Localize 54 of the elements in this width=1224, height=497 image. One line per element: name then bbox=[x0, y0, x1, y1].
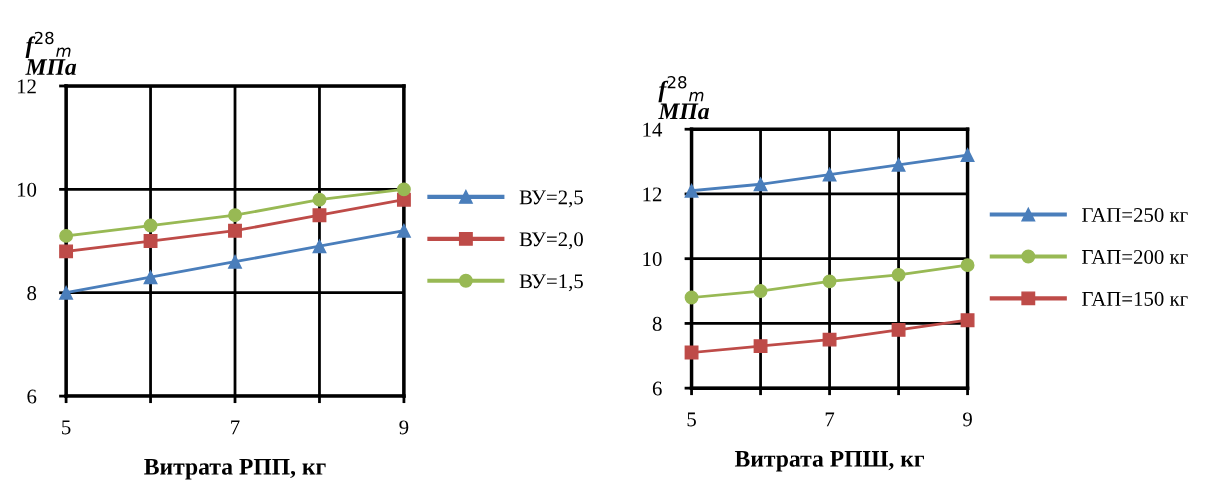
legend-label: ВУ=2,0 bbox=[519, 232, 583, 250]
y-tick-label: 6 bbox=[27, 389, 37, 404]
point bbox=[143, 270, 158, 285]
y-tick-label: 10 bbox=[643, 252, 662, 267]
point bbox=[822, 332, 837, 347]
point bbox=[684, 183, 699, 198]
point bbox=[960, 148, 975, 163]
point bbox=[59, 244, 74, 259]
point bbox=[960, 313, 975, 328]
x-tick-label: 9 bbox=[963, 412, 972, 427]
point bbox=[684, 290, 699, 305]
point bbox=[143, 234, 158, 248]
legend-label: ГАП=150 кг bbox=[1082, 291, 1188, 306]
point bbox=[59, 285, 74, 300]
point bbox=[312, 208, 327, 223]
legend-label: ГАП=250 кг bbox=[1082, 207, 1188, 223]
point bbox=[891, 322, 906, 337]
point bbox=[228, 254, 242, 269]
x-tick-label: 9 bbox=[399, 420, 409, 435]
y-axis-title: f$^{28}$$_{m}$ МПа bbox=[25, 31, 77, 75]
point bbox=[822, 167, 837, 182]
y-tick-label: 14 bbox=[643, 122, 663, 137]
legend-label: ВУ=1,5 bbox=[519, 274, 583, 292]
point bbox=[684, 345, 699, 360]
legend-label: ГАП=200 кг bbox=[1082, 249, 1188, 264]
point bbox=[143, 218, 158, 233]
point bbox=[312, 239, 327, 254]
point bbox=[228, 223, 242, 238]
point bbox=[960, 258, 975, 273]
point bbox=[891, 267, 906, 282]
y-axis-title: f$^{28}$$_{m}$ МПа bbox=[658, 75, 710, 120]
legend-label: ВУ=2,5 bbox=[519, 190, 583, 208]
y-tick-label: 6 bbox=[652, 381, 662, 396]
y-tick-label: 12 bbox=[643, 187, 662, 202]
point bbox=[822, 274, 837, 289]
x-tick-label: 5 bbox=[62, 420, 71, 435]
point bbox=[891, 157, 906, 172]
point bbox=[753, 339, 768, 354]
x-tick-label: 7 bbox=[825, 412, 835, 427]
point bbox=[753, 177, 768, 192]
point bbox=[228, 208, 242, 223]
point bbox=[59, 228, 74, 243]
y-tick-label: 8 bbox=[27, 286, 37, 301]
x-tick-label: 5 bbox=[687, 412, 696, 427]
y-tick-label: 8 bbox=[652, 316, 662, 331]
point bbox=[312, 192, 327, 207]
point bbox=[396, 182, 411, 197]
x-axis-title: Витрата РПШ, кг bbox=[734, 451, 924, 472]
x-tick-label: 7 bbox=[231, 420, 240, 435]
point bbox=[753, 284, 768, 299]
x-axis-title: Витрата РПП, кг bbox=[144, 458, 326, 480]
point bbox=[396, 223, 411, 238]
y-tick-label: 12 bbox=[17, 79, 36, 94]
y-tick-label: 10 bbox=[17, 182, 37, 197]
